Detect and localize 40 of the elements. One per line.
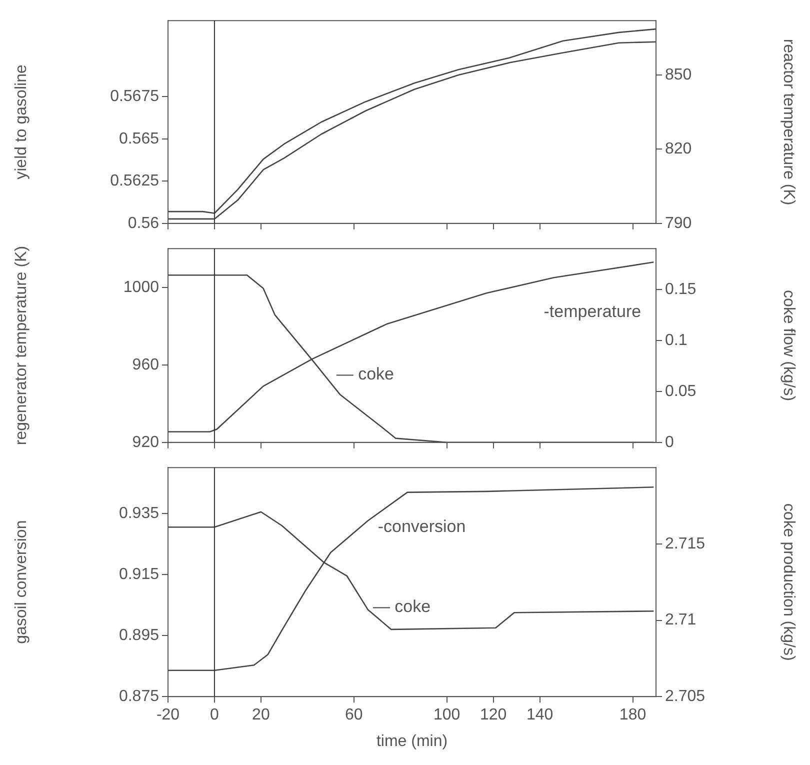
x-tick-label: -20 xyxy=(156,706,180,724)
y2-tick-label: 0.05 xyxy=(665,382,696,400)
y2-tick-label: 2.715 xyxy=(665,535,706,552)
y2-tick-label: 0.1 xyxy=(665,332,688,349)
x-tick-label: 180 xyxy=(619,706,646,724)
y2-tick-label: 0 xyxy=(665,434,674,451)
y2-tick-label: 0.15 xyxy=(665,280,696,298)
x-tick-label: 60 xyxy=(345,706,363,724)
annotation: — coke xyxy=(372,596,431,616)
x-tick-label: 120 xyxy=(480,706,507,724)
y2-axis-title: coke flow (kg/s) xyxy=(780,290,797,402)
y2-axis-title: reactor temperature (K) xyxy=(780,38,797,206)
y2-axis-title: coke production (kg/s) xyxy=(780,503,797,661)
y2-tick-label: 850 xyxy=(665,66,692,84)
y-tick-label: 0.935 xyxy=(118,504,160,522)
y-tick-label: 0.875 xyxy=(118,688,160,706)
y-axis-title: yield to gasoline xyxy=(13,64,30,180)
y-tick-label: 0.565 xyxy=(118,130,160,148)
x-tick-label: 140 xyxy=(526,706,554,724)
y-tick-label: 0.5625 xyxy=(110,172,160,190)
x-tick-label: 0 xyxy=(210,706,220,724)
y-tick-label: 0.915 xyxy=(118,566,160,583)
y-axis-title: gasoil conversion xyxy=(13,520,30,644)
x-axis-title: time (min) xyxy=(376,732,448,750)
x-tick-label: 20 xyxy=(252,706,270,724)
y-tick-label: 960 xyxy=(132,356,160,374)
y2-tick-label: 790 xyxy=(665,214,692,232)
annotation: -temperature xyxy=(544,302,642,322)
y-tick-label: 0.56 xyxy=(128,214,160,232)
y-axis-title: regenerator temperature (K) xyxy=(13,246,30,446)
y2-tick-label: 820 xyxy=(665,140,692,158)
y-tick-label: 920 xyxy=(132,434,160,451)
y-tick-label: 0.5675 xyxy=(110,88,160,106)
annotation: — coke xyxy=(336,364,394,384)
y-tick-label: 1000 xyxy=(123,278,160,296)
x-tick-label: 100 xyxy=(434,706,460,724)
y2-tick-label: 2.71 xyxy=(665,612,696,629)
y-tick-label: 0.895 xyxy=(118,626,160,644)
annotation: -conversion xyxy=(378,516,466,536)
y2-tick-label: 2.705 xyxy=(665,688,706,706)
